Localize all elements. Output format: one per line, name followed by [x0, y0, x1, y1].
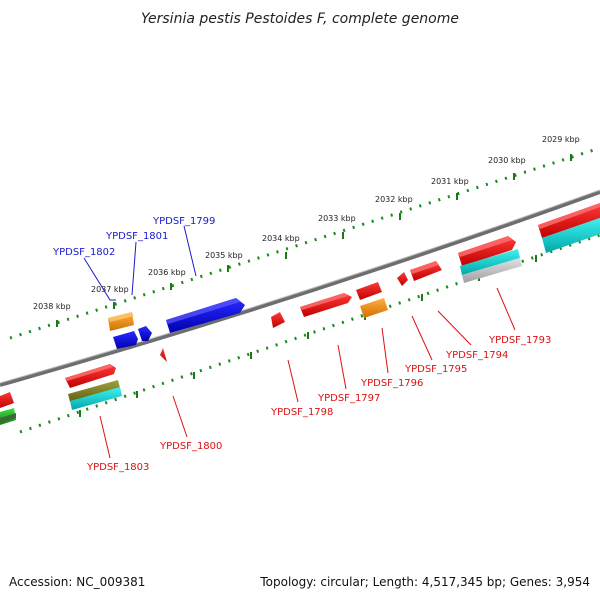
gene-cyan-1793[interactable] — [460, 249, 520, 275]
label-YPDSF_1793[interactable]: YPDSF_1793 — [488, 335, 551, 346]
gene-grey-1793[interactable] — [462, 258, 522, 283]
label-YPDSF_1798[interactable]: YPDSF_1798 — [270, 407, 333, 418]
reverse-leaders — [99, 287, 516, 459]
label-YPDSF_1794[interactable]: YPDSF_1794 — [445, 350, 508, 361]
gene-YPDSF_1803[interactable] — [65, 364, 116, 388]
gene-cyan-right-edge[interactable] — [542, 218, 600, 253]
forward-leaders — [83, 225, 197, 301]
genome-backbone — [0, 189, 600, 387]
gene-orange-1796[interactable] — [360, 298, 388, 318]
kbp-major-ticks — [56, 154, 572, 417]
kbp-label-2032: 2032 kbp — [375, 195, 413, 204]
kbp-label-2037: 2037 kbp — [91, 285, 129, 294]
gene-YPDSF_1801[interactable] — [138, 326, 152, 341]
kbp-label-2035: 2035 kbp — [205, 251, 243, 260]
gene-YPDSF_1802[interactable] — [113, 331, 138, 349]
map-title: Yersinia pestis Pestoides F, complete ge… — [141, 11, 459, 27]
label-YPDSF_1797[interactable]: YPDSF_1797 — [317, 393, 380, 404]
label-YPDSF_1803[interactable]: YPDSF_1803 — [86, 462, 149, 473]
kbp-label-2033: 2033 kbp — [318, 214, 356, 223]
genome-summary-text: Topology: circular; Length: 4,517,345 bp… — [259, 575, 590, 589]
label-YPDSF_1800[interactable]: YPDSF_1800 — [159, 441, 222, 452]
label-YPDSF_1795[interactable]: YPDSF_1795 — [404, 364, 467, 375]
gene-YPDSF_1796-top[interactable] — [356, 282, 382, 300]
kbp-label-2031: 2031 kbp — [431, 177, 469, 186]
gene-olive-left-edge[interactable] — [0, 413, 16, 423]
gene-YPDSF_1793[interactable] — [458, 236, 516, 266]
label-YPDSF_1796[interactable]: YPDSF_1796 — [360, 378, 423, 389]
accession-text: Accession: NC_009381 — [9, 575, 145, 589]
reverse-genes — [0, 348, 167, 425]
gene-red-left-edge[interactable] — [0, 392, 14, 408]
gene-YPDSF_1797[interactable] — [300, 293, 352, 317]
gene-YPDSF_1795[interactable] — [397, 272, 408, 286]
kbp-label-2034: 2034 kbp — [262, 234, 300, 243]
label-YPDSF_1801[interactable]: YPDSF_1801 — [105, 231, 168, 242]
gene-small-red-forward[interactable] — [271, 312, 285, 328]
gene-YPDSF_1800[interactable] — [160, 348, 167, 362]
forward-genes — [108, 203, 600, 349]
label-YPDSF_1802[interactable]: YPDSF_1802 — [52, 247, 115, 258]
kbp-label-2029: 2029 kbp — [542, 135, 580, 144]
gene-YPDSF_1799[interactable] — [166, 298, 245, 333]
kbp-label-2030: 2030 kbp — [488, 156, 526, 165]
label-YPDSF_1799[interactable]: YPDSF_1799 — [152, 216, 215, 227]
gene-olive-1803[interactable] — [68, 380, 120, 402]
kbp-label-2036: 2036 kbp — [148, 268, 186, 277]
gene-cyan-1803[interactable] — [70, 387, 122, 410]
kbp-label-2038: 2038 kbp — [33, 302, 71, 311]
